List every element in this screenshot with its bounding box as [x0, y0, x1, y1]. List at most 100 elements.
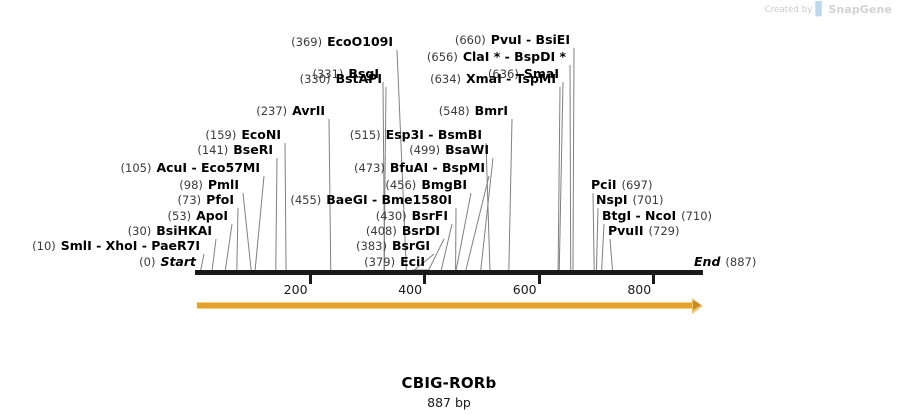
site-label-esp3i[interactable]: (515) Esp3I - BsmBI: [350, 127, 482, 143]
site-position: (10): [32, 239, 56, 253]
site-label-btgi[interactable]: BtgI - NcoI (710): [602, 208, 713, 224]
site-position: (660): [454, 33, 486, 47]
site-label-pmli[interactable]: (98) PmlI: [179, 177, 239, 193]
site-position: (548): [438, 104, 470, 118]
leader-line: [465, 175, 490, 271]
site-enzyme-names: EciI: [400, 254, 425, 269]
site-enzyme-names: PvuII: [608, 223, 644, 238]
site-position: (634): [430, 72, 462, 86]
site-position: (0): [139, 255, 156, 269]
site-enzyme-names: BmgBI: [421, 177, 467, 192]
site-enzyme-names: BtgI - NcoI: [602, 208, 677, 223]
site-enzyme-names: PciI: [591, 177, 617, 192]
site-label-avrii[interactable]: (237) AvrII: [256, 104, 325, 119]
site-enzyme-names: NspI: [596, 192, 628, 207]
site-position: (383): [356, 239, 387, 253]
site-label-pvuii[interactable]: PvuII (729): [608, 223, 680, 239]
sequence-title: CBIG-RORb: [401, 374, 497, 392]
site-label-bfuai[interactable]: (473) BfuAI - BspMI: [354, 160, 485, 176]
site-label-apoi[interactable]: (53) ApoI: [167, 208, 228, 224]
watermark-created-by-text: Created by: [764, 4, 813, 15]
site-label-bseri[interactable]: (141) BseRI: [197, 142, 273, 158]
leader-line: [609, 238, 614, 271]
ruler-tick-label-600: 600: [512, 282, 537, 297]
site-label-ecii[interactable]: (379) EciI: [364, 254, 425, 270]
site-enzyme-names: ApoI: [196, 208, 228, 223]
site-label-baegi[interactable]: (455) BaeGI - Bme1580I: [290, 193, 452, 208]
site-enzyme-names: BseRI: [233, 142, 273, 157]
site-label-smli[interactable]: (10) SmlI - XhoI - PaeR7I: [32, 238, 200, 254]
site-label-bsihkai[interactable]: (30) BsiHKAI: [128, 223, 212, 239]
site-label-ecoo109i[interactable]: (369) EcoO109I: [291, 35, 393, 50]
site-label-bstapi[interactable]: (330) BstAPI: [299, 72, 382, 87]
site-position: (710): [681, 209, 713, 223]
site-label-pcii[interactable]: PciI (697): [591, 177, 652, 193]
site-label-pfoi[interactable]: (73) PfoI: [178, 192, 234, 208]
site-enzyme-names: End: [694, 254, 721, 269]
ruler-tick-400: [423, 275, 427, 284]
site-label-start[interactable]: (0) Start: [139, 254, 196, 270]
site-label-acui[interactable]: (105) AcuI - Eco57MI: [120, 161, 260, 176]
ruler-tick-600: [537, 275, 541, 284]
site-position: (499): [409, 143, 441, 157]
leader-line: [485, 142, 491, 271]
site-label-smai[interactable]: (636) SmaI: [488, 66, 559, 82]
site-position: (98): [179, 178, 203, 192]
site-label-xmai[interactable]: (634) XmaI - TspMI: [430, 72, 556, 87]
site-position: (379): [364, 255, 396, 269]
site-label-bsawi[interactable]: (499) BsaWI: [409, 143, 489, 158]
leader-line: [508, 118, 513, 271]
site-enzyme-names: BsrFI: [411, 208, 448, 223]
leader-line: [558, 81, 564, 271]
orf-arrow[interactable]: [197, 298, 703, 314]
site-label-end[interactable]: End (887): [694, 254, 756, 270]
site-label-clai[interactable]: (656) ClaI * - BspDI *: [426, 49, 566, 65]
site-position: (141): [197, 143, 229, 157]
leader-line: [572, 47, 575, 271]
site-enzyme-names: BsrDI: [401, 223, 440, 238]
snapgene-watermark: Created by ▋ SnapGene: [765, 3, 892, 16]
leader-line: [382, 81, 386, 271]
site-enzyme-names: Start: [160, 254, 196, 269]
site-position: (105): [120, 161, 152, 175]
site-position: (237): [256, 104, 288, 118]
leader-line: [200, 253, 205, 271]
leader-line: [480, 157, 494, 271]
orf-arrow-head-fill: [693, 300, 701, 310]
site-position: (331): [312, 67, 344, 81]
site-label-pvui[interactable]: (660) PvuI - BsiEI: [454, 33, 570, 48]
site-position: (330): [299, 72, 331, 86]
site-enzyme-names: SmlI - XhoI - PaeR7I: [60, 238, 200, 253]
site-position: (701): [632, 193, 664, 207]
site-label-econi[interactable]: (159) EcoNI: [205, 128, 281, 143]
site-label-bsrgi[interactable]: (383) BsrGI: [356, 239, 430, 254]
site-label-bmri[interactable]: (548) BmrI: [438, 104, 508, 119]
site-enzyme-names: ClaI * - BspDI *: [462, 49, 566, 64]
site-enzyme-names: BfuAI - BspMI: [389, 160, 485, 175]
ruler-tick-800: [652, 275, 656, 284]
site-enzyme-names: BsiHKAI: [156, 223, 212, 238]
site-enzyme-names: PmlI: [207, 177, 239, 192]
site-label-bmgbi[interactable]: (456) BmgBI: [385, 177, 467, 193]
site-position: (455): [290, 193, 322, 207]
leader-line: [569, 64, 572, 271]
leader-line: [236, 207, 239, 271]
site-label-bsrdi[interactable]: (408) BsrDI: [366, 223, 440, 239]
leader-line: [428, 238, 445, 271]
site-position: (53): [167, 209, 192, 223]
site-position: (159): [205, 128, 237, 142]
site-position: (369): [291, 35, 323, 49]
site-position: (656): [426, 50, 458, 64]
site-label-bsgi[interactable]: (331) BsgI: [312, 67, 379, 82]
site-label-nspi[interactable]: NspI (701): [596, 192, 664, 208]
site-enzyme-names: Esp3I - BsmBI: [385, 127, 482, 142]
leader-line: [224, 223, 233, 271]
site-enzyme-names: PfoI: [206, 192, 234, 207]
site-position: (729): [648, 224, 680, 238]
site-enzyme-names: SmaI: [523, 66, 559, 81]
sequence-backbone: [195, 270, 703, 275]
site-position: (430): [375, 209, 407, 223]
site-label-bsrfi[interactable]: (430) BsrFI: [375, 208, 448, 224]
